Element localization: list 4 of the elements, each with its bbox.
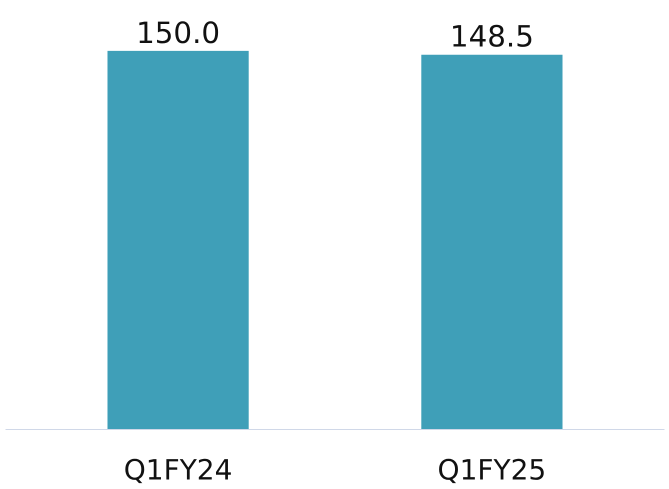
data-label: 148.5 [450, 20, 534, 54]
data-label: 150.0 [136, 16, 220, 50]
x-tick-label: Q1FY25 [438, 454, 546, 486]
x-tick-label: Q1FY24 [124, 454, 232, 486]
